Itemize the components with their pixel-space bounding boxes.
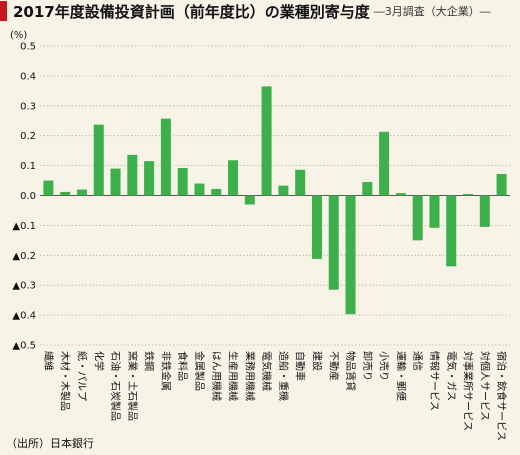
bar — [328, 195, 339, 290]
y-unit-label: (%) — [10, 30, 27, 41]
x-tick-label: 自動車 — [294, 351, 307, 381]
x-tick-label: 宿泊・飲食サービス — [495, 351, 508, 441]
y-tick-label: ▲0.1 — [12, 221, 36, 232]
bar — [379, 131, 390, 196]
bar — [194, 183, 205, 196]
y-tick-label: 0.4 — [20, 71, 36, 82]
bar — [429, 195, 440, 228]
bar — [228, 160, 239, 196]
x-tick-label: はん用機械 — [210, 351, 223, 401]
x-tick-label: 造船・重機 — [277, 351, 290, 401]
x-tick-label: 電気機械 — [260, 351, 273, 391]
bar — [479, 195, 490, 227]
chart-title: 2017年度設備投資計画（前年度比）の業種別寄与度 — [13, 2, 370, 21]
gridlines — [40, 45, 510, 346]
x-tick-label: 金属製品 — [193, 351, 206, 391]
x-tick-label: 生産用機械 — [227, 351, 240, 401]
source-note: （出所）日本銀行 — [6, 437, 94, 450]
bar — [144, 161, 155, 196]
y-tick-label: ▲0.2 — [12, 251, 36, 262]
x-tick-label: 化学 — [92, 351, 105, 371]
y-tick-label: ▲0.5 — [12, 341, 36, 352]
bar — [76, 189, 87, 196]
x-tick-label: 通信 — [411, 351, 423, 371]
x-tick-label: 卸売り — [361, 351, 374, 381]
bar — [60, 191, 71, 196]
x-tick-label: 業務用機械 — [243, 351, 256, 401]
bar — [395, 193, 406, 196]
y-axis: (%)0.5 0.4 0.3 0.2 0.1 0.0 ▲0.1 ▲0.2 ▲0.3 ▲0.4 ▲0.… — [10, 30, 36, 352]
y-tick-label: 0.3 — [20, 101, 36, 112]
x-tick-label: 建設 — [310, 351, 323, 371]
x-tick-label: 不動産 — [327, 351, 340, 381]
y-tick-label: ▲0.4 — [12, 311, 36, 322]
chart-subtitle: ―3月調査（大企業）― — [373, 5, 491, 18]
y-tick-label: 0.0 — [20, 191, 36, 202]
title-accent-bar — [0, 1, 7, 21]
x-tick-label: 対事業所サービス — [462, 351, 475, 431]
y-tick-label: 0.2 — [20, 131, 36, 142]
bar — [311, 195, 322, 259]
x-tick-label: 情報サービス — [428, 351, 441, 411]
x-tick-label: 非鉄金属 — [159, 351, 172, 391]
x-tick-label: 電気・ガス — [445, 351, 458, 401]
bar — [160, 118, 171, 196]
bar — [446, 195, 457, 267]
x-tick-label: 石油・石炭製品 — [109, 351, 122, 421]
bar — [244, 195, 255, 205]
bar — [463, 194, 474, 196]
bar — [110, 168, 121, 196]
bar — [496, 173, 507, 196]
bar — [295, 169, 306, 196]
x-tick-label: 対個人サービス — [478, 351, 491, 421]
bar — [278, 185, 289, 196]
x-tick-label: 木材・木製品 — [59, 351, 72, 411]
y-tick-label: 0.1 — [20, 161, 36, 172]
bars — [43, 86, 507, 315]
x-tick-label: 食料品 — [176, 351, 189, 381]
x-tick-label: 紙・パルプ — [75, 351, 88, 401]
bar — [177, 167, 188, 196]
bar — [412, 195, 423, 241]
y-tick-label: ▲0.3 — [12, 281, 36, 292]
x-tick-label: 繊維 — [42, 351, 55, 371]
bar — [362, 182, 373, 196]
bar — [127, 154, 138, 196]
x-tick-label: 鉄鋼 — [143, 351, 156, 371]
chart-header: 2017年度設備投資計画（前年度比）の業種別寄与度 ―3月調査（大企業）― — [0, 0, 520, 22]
x-tick-label: 運輸・郵便 — [394, 351, 407, 401]
x-axis: 繊維 木材・木製品 紙・パルプ 化学 石油・石炭製品 窯業・土石製品 鉄鋼 非鉄金属 食料品 金属… — [42, 351, 508, 441]
x-tick-label: 窯業・土石製品 — [126, 351, 139, 421]
x-tick-label: 小売り — [378, 351, 391, 381]
bar — [261, 86, 272, 196]
bar — [345, 195, 356, 315]
bar — [93, 124, 104, 196]
bar — [43, 180, 54, 196]
y-tick-label: 0.5 — [20, 42, 36, 53]
x-tick-label: 物品賃貸 — [344, 351, 357, 391]
bar — [211, 188, 222, 196]
